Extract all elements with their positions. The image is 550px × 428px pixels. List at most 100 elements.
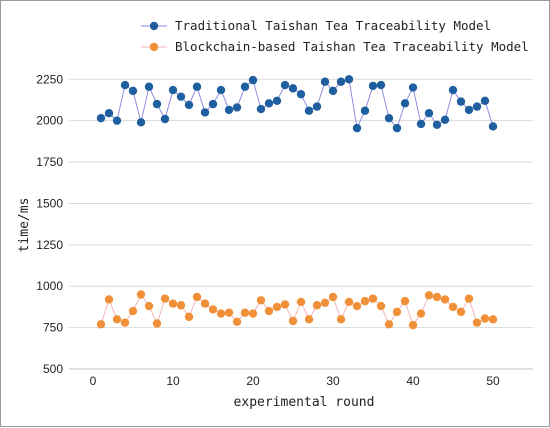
data-point xyxy=(176,301,186,310)
legend-marker-traditional xyxy=(149,21,159,31)
series-1 xyxy=(96,290,498,330)
data-point xyxy=(240,308,250,317)
data-point xyxy=(160,114,170,124)
data-point xyxy=(128,86,138,96)
data-point xyxy=(280,300,290,309)
y-tick-label: 1000 xyxy=(36,279,63,293)
data-point xyxy=(368,81,378,91)
data-point xyxy=(184,312,194,322)
data-point xyxy=(376,301,386,311)
data-point xyxy=(216,309,226,318)
data-point xyxy=(152,319,162,328)
legend-marker-blockchain xyxy=(149,42,159,52)
data-point xyxy=(448,302,458,312)
data-point xyxy=(344,75,354,84)
legend-label-traditional: Traditional Taishan Tea Traceability Mod… xyxy=(175,18,491,33)
data-point xyxy=(248,75,258,85)
data-point xyxy=(192,82,202,91)
data-point xyxy=(192,292,202,302)
data-point xyxy=(408,83,418,92)
data-point xyxy=(280,80,290,90)
data-point xyxy=(304,315,314,324)
data-point xyxy=(104,109,114,118)
data-point xyxy=(112,116,122,125)
x-tick-label: 30 xyxy=(326,374,340,388)
data-point xyxy=(112,315,122,324)
data-point xyxy=(160,294,170,303)
data-point xyxy=(168,299,178,308)
data-point xyxy=(456,307,466,317)
data-point xyxy=(120,80,130,90)
data-point xyxy=(304,106,314,115)
data-point xyxy=(432,292,442,302)
data-point xyxy=(120,318,130,327)
x-tick-label: 0 xyxy=(90,374,97,388)
data-point xyxy=(256,104,266,114)
data-point xyxy=(328,86,338,96)
data-point xyxy=(264,99,274,108)
data-point xyxy=(432,120,442,130)
data-point xyxy=(176,92,186,101)
data-point xyxy=(232,103,242,112)
data-point xyxy=(320,77,330,86)
data-point xyxy=(96,113,106,123)
series-layer xyxy=(96,75,498,330)
data-point xyxy=(464,105,474,115)
data-point xyxy=(152,99,162,109)
data-point xyxy=(392,307,402,317)
y-tick-label: 750 xyxy=(43,321,63,335)
data-point xyxy=(272,96,282,106)
data-point xyxy=(232,317,242,327)
data-point xyxy=(264,306,274,316)
x-tick-label: 40 xyxy=(406,374,420,388)
data-point xyxy=(296,297,306,307)
data-point xyxy=(288,84,298,93)
data-point xyxy=(400,99,410,108)
grid xyxy=(69,78,533,329)
series-0 xyxy=(96,75,498,133)
data-point xyxy=(168,85,178,95)
data-point xyxy=(104,295,114,304)
data-point xyxy=(144,82,154,91)
data-point xyxy=(296,89,306,99)
data-point xyxy=(384,113,394,123)
axes: 500 750 1000 1250 1500 1750 2000 2250 0 10 20 30 40 5… xyxy=(36,72,533,388)
data-point xyxy=(352,301,362,311)
data-point xyxy=(288,316,298,326)
y-tick-label: 500 xyxy=(43,362,63,376)
y-tick-label: 2000 xyxy=(36,114,63,128)
y-tick-label: 1250 xyxy=(36,238,63,252)
data-point xyxy=(424,291,434,300)
y-tick-label: 1500 xyxy=(36,196,63,210)
data-point xyxy=(440,295,450,304)
data-point xyxy=(480,96,490,106)
data-point xyxy=(480,314,490,323)
data-point xyxy=(200,299,210,308)
data-point xyxy=(448,85,458,95)
data-point xyxy=(272,302,282,312)
data-point xyxy=(384,320,394,329)
data-point xyxy=(344,297,354,307)
data-point xyxy=(336,77,346,86)
data-point xyxy=(376,80,386,90)
data-point xyxy=(96,320,106,329)
data-point xyxy=(472,102,482,111)
y-tick-label: 2250 xyxy=(36,72,63,86)
data-point xyxy=(136,290,146,299)
data-point xyxy=(360,106,370,115)
data-point xyxy=(144,301,154,311)
data-point xyxy=(368,294,378,303)
data-point xyxy=(312,301,322,310)
data-point xyxy=(392,123,402,133)
x-tick-label: 50 xyxy=(486,374,500,388)
data-point xyxy=(416,309,426,318)
data-point xyxy=(248,309,258,318)
data-point xyxy=(488,315,498,324)
data-point xyxy=(424,109,434,118)
data-point xyxy=(208,99,218,109)
data-point xyxy=(184,100,194,110)
data-point xyxy=(128,306,138,316)
y-axis-label: time/ms xyxy=(17,198,32,253)
